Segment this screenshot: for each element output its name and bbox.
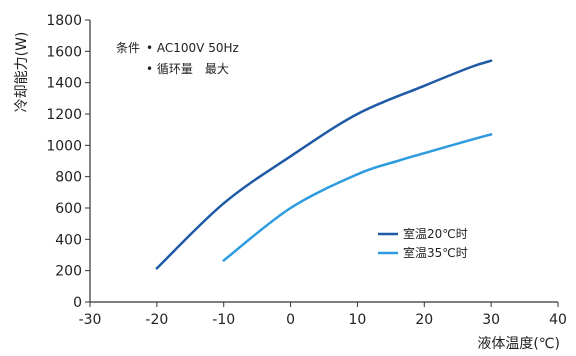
y-axis-title: 冷却能力(W) xyxy=(14,32,30,113)
x-tick-label: 20 xyxy=(415,312,433,328)
y-tick-label: 200 xyxy=(55,264,82,280)
series-line-1 xyxy=(222,133,493,262)
y-tick-label: 1200 xyxy=(46,107,82,123)
x-axis-title: 液体温度(℃) xyxy=(477,336,560,352)
y-tick-label: 1600 xyxy=(46,44,82,60)
y-tick-label: 1400 xyxy=(46,76,82,92)
x-ticks: -30 -20 -10 0 10 20 30 40 xyxy=(79,302,567,328)
y-tick-label: 1800 xyxy=(46,13,82,29)
x-tick-label: 10 xyxy=(349,312,367,328)
conditions-note: 条件 • AC100V 50Hz • 循环量 最大 xyxy=(116,41,239,76)
plot-area xyxy=(89,20,558,303)
x-tick-label: 30 xyxy=(482,312,500,328)
conditions-label: 条件 xyxy=(116,41,140,55)
legend-label-20c: 室温20℃时 xyxy=(403,226,468,241)
x-tick-label: 0 xyxy=(286,312,295,328)
y-tick-label: 0 xyxy=(73,295,82,311)
legend-label-35c: 室温35℃时 xyxy=(403,245,468,260)
series-line-0 xyxy=(155,59,493,270)
conditions-line-1: • AC100V 50Hz xyxy=(146,41,239,55)
y-tick-label: 400 xyxy=(55,232,82,248)
x-tick-label: -30 xyxy=(79,312,102,328)
y-tick-label: 600 xyxy=(55,201,82,217)
x-tick-label: -20 xyxy=(145,312,168,328)
legend: 室温20℃时 室温35℃时 xyxy=(378,226,468,260)
x-tick-label: 40 xyxy=(549,312,567,328)
conditions-line-2: • 循环量 最大 xyxy=(146,62,229,76)
x-tick-label: -10 xyxy=(212,312,235,328)
y-tick-label: 1000 xyxy=(46,138,82,154)
y-ticks: 0 200 400 600 800 1000 1200 1400 1600 1800 xyxy=(46,13,90,311)
series-layer xyxy=(155,59,493,270)
y-tick-label: 800 xyxy=(55,170,82,186)
